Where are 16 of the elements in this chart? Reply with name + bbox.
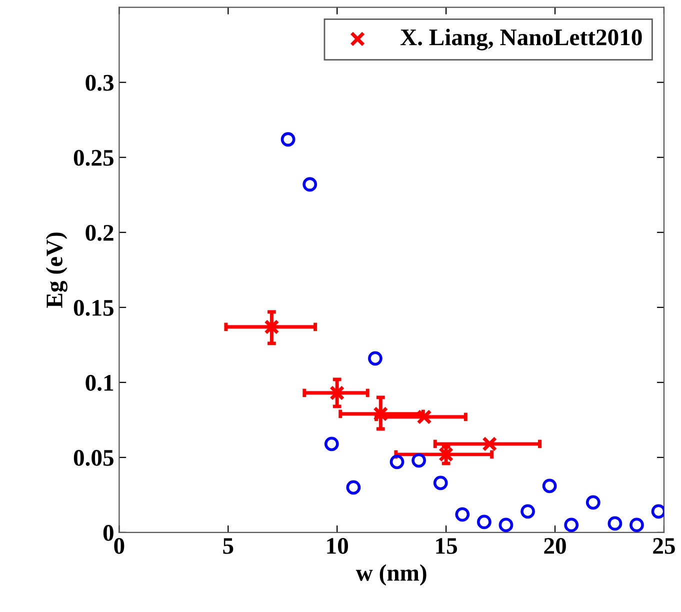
x-tick-label: 0 — [114, 538, 124, 554]
y-tick-label: 0.1 — [86, 374, 114, 391]
x-tick-label: 25 — [653, 538, 675, 554]
y-tick-label: 0.3 — [86, 74, 114, 91]
y-tick-label: 0.05 — [74, 450, 114, 466]
x-tick-label: 10 — [327, 538, 348, 554]
x-tick-label: 20 — [544, 538, 566, 554]
y-tick-label: 0 — [103, 524, 114, 541]
x-tick-label: 5 — [223, 538, 234, 554]
x-axis-title: w (nm) — [356, 564, 426, 586]
y-axis-title: Eg (eV) — [46, 232, 68, 308]
y-tick-label: 0.15 — [74, 300, 114, 316]
x-tick-label: 15 — [436, 538, 457, 554]
y-tick-label: 0.25 — [74, 150, 114, 166]
y-tick-label: 0.2 — [86, 224, 114, 241]
legend-label: X. Liang, NanoLett2010 — [400, 28, 642, 50]
